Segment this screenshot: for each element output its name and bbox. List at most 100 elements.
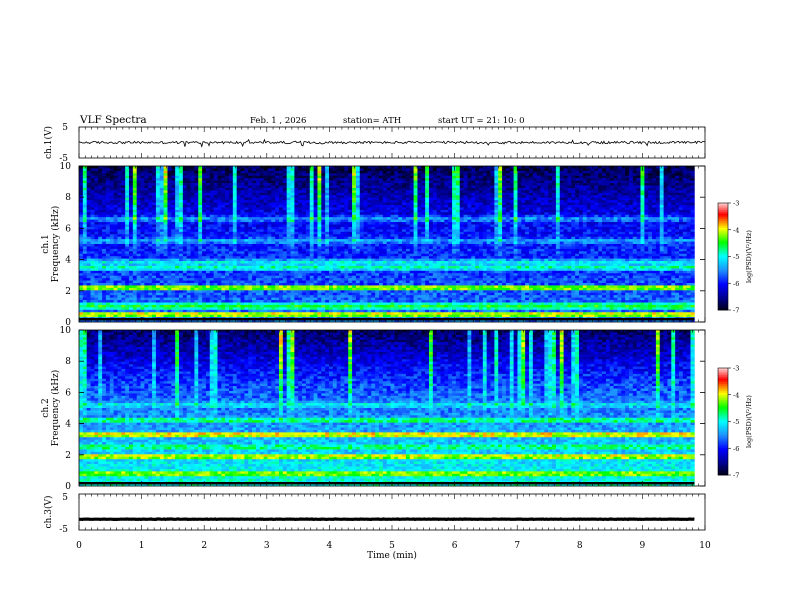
spectrogram-cell (555, 192, 561, 196)
spectrogram-cell (444, 185, 449, 189)
spectrogram-cell (652, 209, 657, 213)
spectrogram-cell (302, 168, 307, 172)
spectrogram-cell (671, 168, 676, 172)
spectrogram-cell (282, 202, 288, 206)
spectrogram-cell (263, 229, 268, 233)
spectrogram-cell (352, 222, 357, 225)
spectrogram-cell (109, 178, 114, 181)
spectrogram-cell (275, 168, 280, 172)
spectrogram-cell (675, 212, 680, 216)
spectrogram-cell (478, 173, 484, 177)
spectrogram-cell (463, 222, 468, 225)
spectrogram-cell (602, 195, 607, 199)
spectrogram-cell (228, 214, 234, 218)
spectrogram-cell (132, 222, 138, 225)
spectrogram-cell (421, 214, 426, 218)
spectrogram-cell (228, 234, 234, 238)
spectrogram-cell (205, 190, 211, 194)
spectrogram-cell (617, 222, 622, 225)
spectrogram-cell (652, 239, 657, 242)
spectrogram-cell (405, 214, 411, 218)
spectrogram-cell (490, 207, 495, 211)
spectrogram-cell (348, 173, 353, 177)
spectrogram-cell (663, 190, 668, 194)
spectrogram-cell (448, 173, 453, 177)
spectrogram-cell (136, 190, 141, 194)
spectrogram-cell (621, 205, 626, 208)
spectrogram-cell (528, 222, 534, 225)
spectrogram-cell (109, 209, 114, 213)
spectrogram-cell (644, 197, 649, 201)
spectrogram-cell (121, 219, 126, 223)
spectrogram-cell (244, 180, 249, 184)
spectrogram-cell (540, 200, 545, 203)
spectrogram-cell (428, 190, 434, 194)
spectrogram-cell (578, 180, 584, 184)
spectrogram-cell (282, 170, 288, 174)
spectrogram-cell (98, 197, 103, 201)
spectrogram-cell (625, 205, 630, 208)
spectrogram-cell (478, 185, 484, 189)
spectrogram-cell (175, 229, 180, 233)
spectrogram-cell (621, 209, 626, 213)
spectrogram-cell (225, 222, 230, 225)
spectrogram-cell (382, 207, 388, 211)
spectrogram-cell (367, 239, 372, 242)
spectrogram-cell (390, 207, 395, 211)
spectrogram-cell (486, 200, 491, 203)
spectrogram-cell (417, 209, 422, 213)
spectrogram-cell (613, 212, 618, 216)
spectrogram-cell (82, 173, 88, 177)
spectrogram-cell (232, 231, 238, 235)
spectrogram-cell (202, 187, 207, 191)
spectrogram-cell (371, 183, 376, 186)
spectrogram-cell (155, 197, 161, 201)
spectrogram-cell (598, 200, 603, 203)
spectrogram-cell (244, 178, 249, 181)
spectrogram-cell (655, 219, 661, 223)
spectrogram-cell (440, 236, 445, 240)
spectrogram-cell (594, 175, 599, 179)
spectrogram-cell (521, 214, 526, 218)
spectrogram-cell (278, 217, 284, 220)
spectrogram-cell (294, 217, 299, 220)
spectrogram-cell (425, 166, 430, 169)
spectrogram-cell (182, 173, 188, 177)
spectrogram-cell (298, 224, 303, 228)
spectrogram-cell (575, 200, 580, 203)
spectrogram-cell (582, 224, 588, 228)
spectrogram-cell (455, 222, 461, 225)
spectrogram-cell (621, 207, 626, 211)
spectrogram-cell (278, 178, 284, 181)
spectrogram-cell (367, 202, 372, 206)
spectrogram-cell (255, 205, 261, 208)
spectrogram-cell (90, 190, 95, 194)
spectrogram-cell (494, 236, 499, 240)
spectrogram-cell (340, 209, 345, 213)
spectrogram-cell (555, 170, 561, 174)
spectrogram-cell (190, 226, 195, 230)
spectrogram-cell (625, 168, 630, 172)
spectrogram-cell (667, 205, 672, 208)
spectrogram-cell (129, 200, 134, 203)
spectrogram-cell (509, 192, 514, 196)
spectrogram-cell (217, 166, 222, 169)
spectrogram-cell (621, 224, 626, 228)
spectrogram-cell (509, 180, 514, 184)
spectrogram-cell (394, 239, 399, 242)
spectrogram-cell (482, 234, 488, 238)
spectrogram-cell (686, 192, 691, 196)
spectrogram-cell (544, 202, 549, 206)
spectrogram-cell (163, 219, 168, 223)
spectrogram-cell (317, 192, 322, 196)
spectrogram-cell (209, 209, 214, 213)
spectrogram-cell (598, 212, 603, 216)
spectrogram-cell (663, 236, 668, 240)
spectrogram-cell (625, 229, 630, 233)
spectrogram-cell (182, 217, 188, 220)
spectrogram-cell (298, 217, 303, 220)
spectrogram-cell (586, 214, 591, 218)
spectrogram-cell (678, 205, 684, 208)
spectrogram-cell (598, 178, 603, 181)
spectrogram-cell (378, 229, 384, 233)
